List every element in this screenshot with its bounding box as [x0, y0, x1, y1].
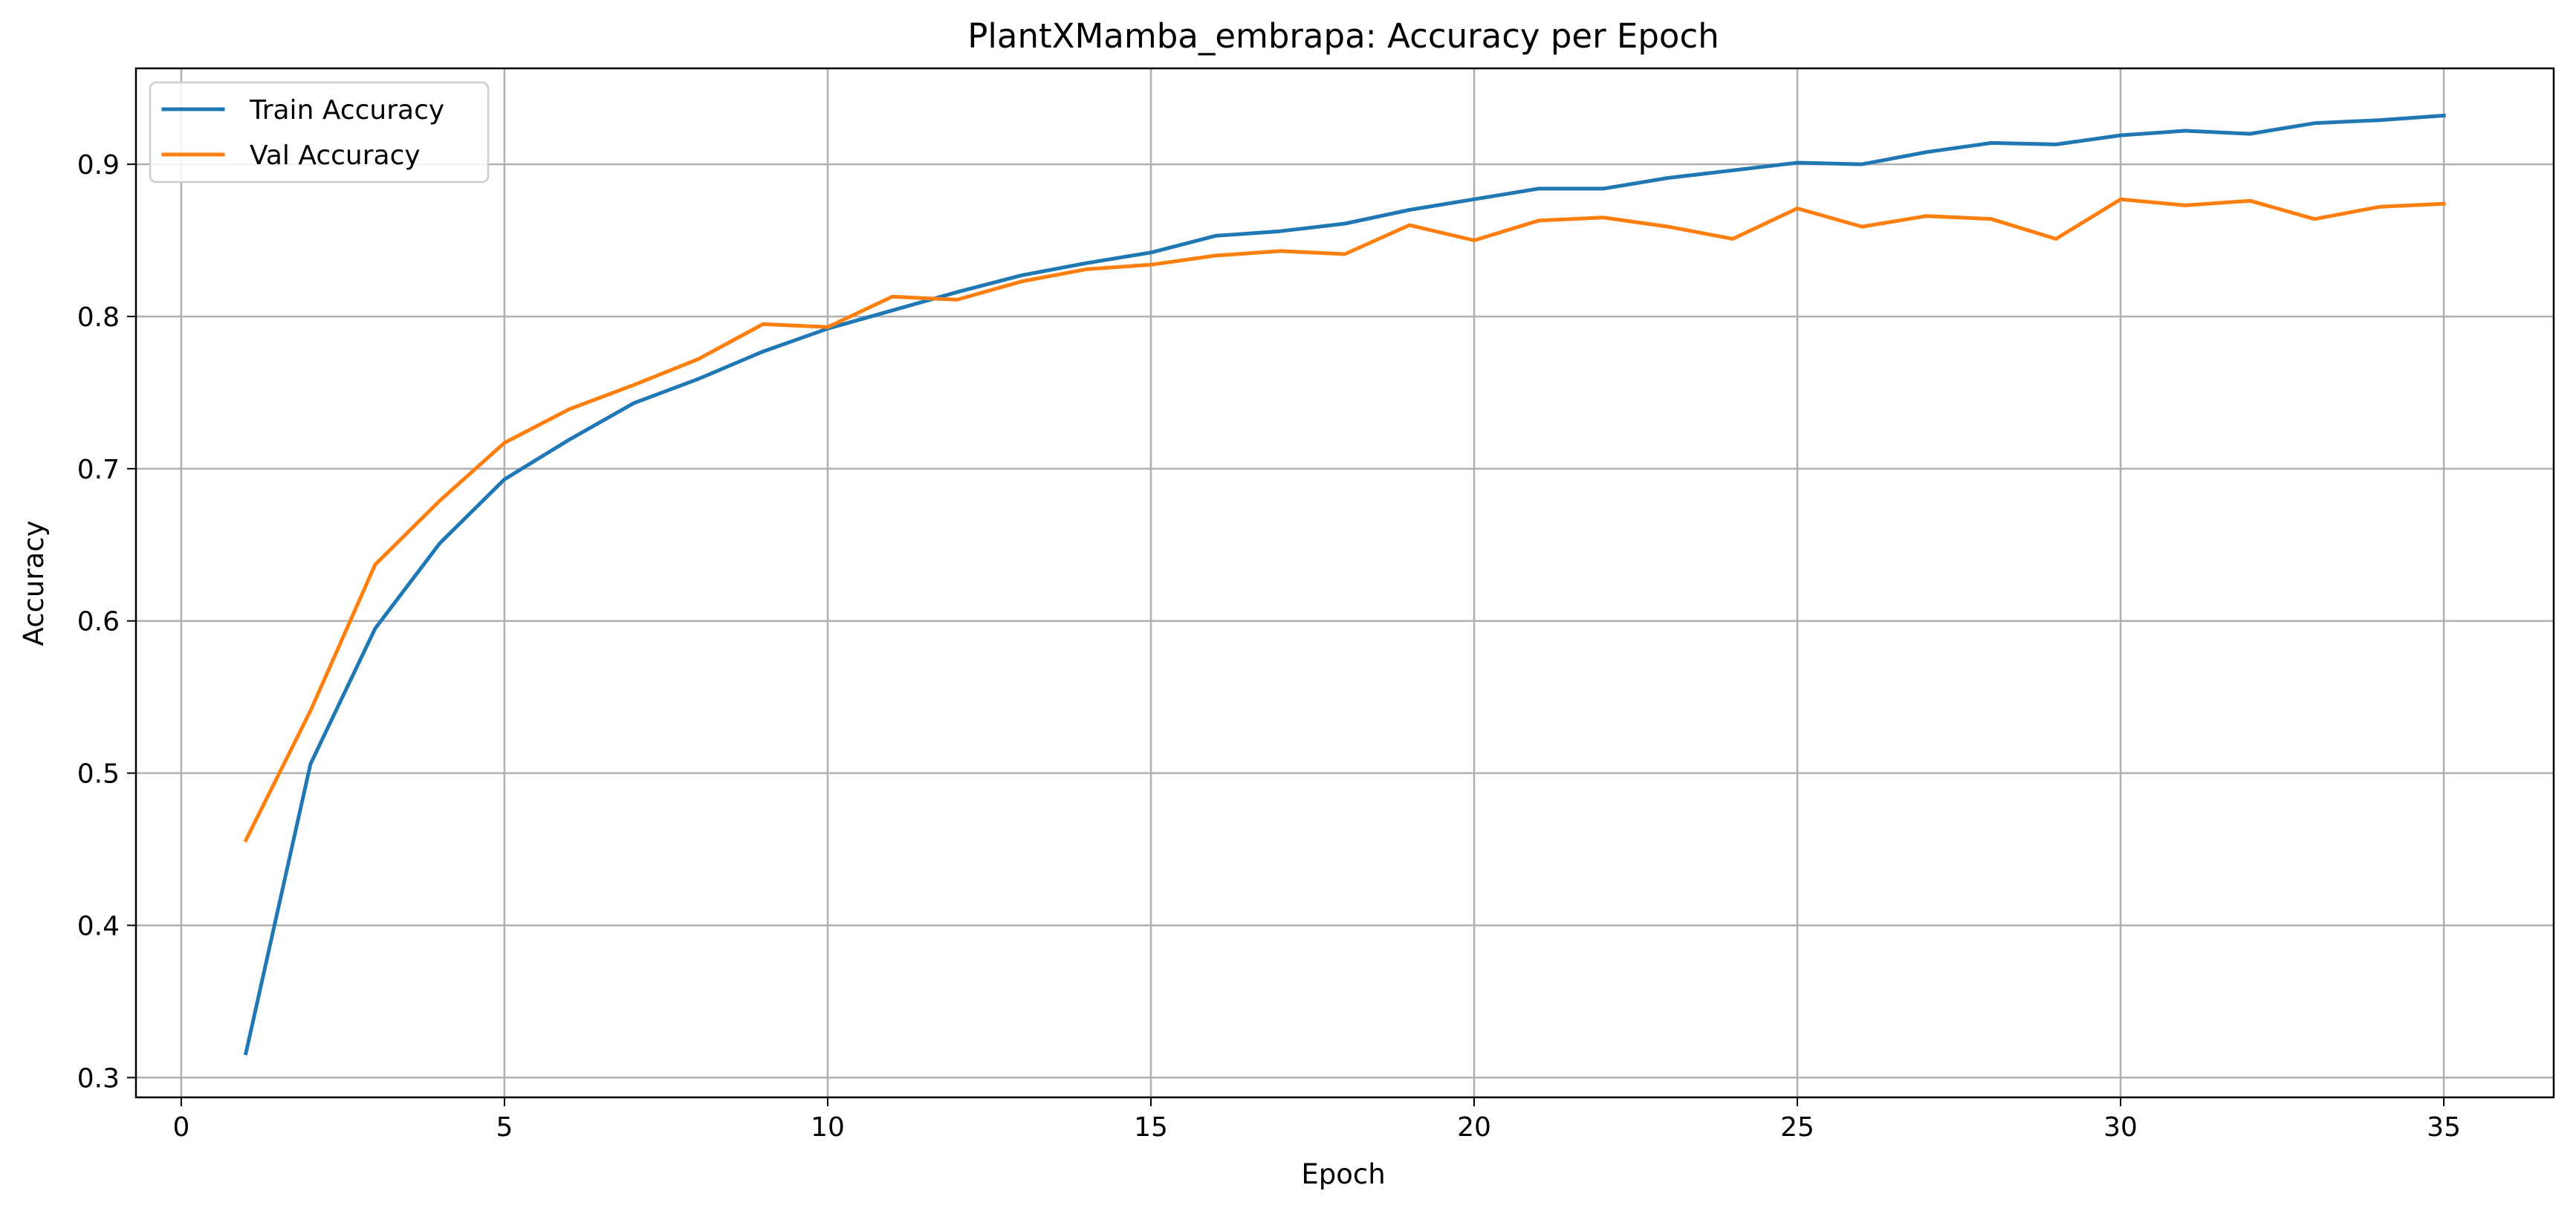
train-accuracy-line	[243, 113, 2446, 1056]
y-tick-label: 0.4	[77, 911, 120, 941]
legend-label-train: Train Accuracy	[249, 95, 444, 126]
legend-box	[149, 81, 490, 184]
legend-label-val: Val Accuracy	[250, 140, 421, 171]
x-tick-label: 25	[1780, 1112, 1814, 1143]
x-tick-label: 35	[2427, 1112, 2461, 1143]
chart-title: PlantXMamba_embrapa: Accuracy per Epoch	[967, 16, 1719, 56]
x-tick-label: 5	[496, 1112, 513, 1143]
y-tick-label: 0.9	[77, 150, 120, 181]
y-tick-label: 0.5	[77, 759, 120, 790]
y-tick-label: 0.6	[77, 607, 120, 637]
x-tick-label: 20	[1457, 1112, 1491, 1143]
x-tick-label: 0	[172, 1112, 189, 1143]
x-tick-label: 15	[1134, 1112, 1168, 1143]
x-tick-label: 30	[2103, 1112, 2138, 1143]
y-axis-title: Accuracy	[18, 521, 50, 646]
x-tick-label: 10	[811, 1112, 845, 1143]
series-lines	[243, 113, 2446, 1056]
grid-lines	[136, 68, 2554, 1097]
plot-frame	[134, 67, 2555, 1099]
y-tick-label: 0.3	[77, 1063, 120, 1094]
axis-ticks: 0 5 10 15 20 25 30 35 0.3 0.4 0.5 0.6 0.7 0.8 0.9	[77, 150, 2461, 1143]
x-axis-title: Epoch	[1301, 1158, 1385, 1190]
legend: Train Accuracy Val Accuracy	[149, 81, 490, 184]
y-tick-label: 0.7	[77, 455, 120, 485]
val-accuracy-line	[243, 197, 2446, 843]
y-tick-label: 0.8	[77, 302, 120, 333]
